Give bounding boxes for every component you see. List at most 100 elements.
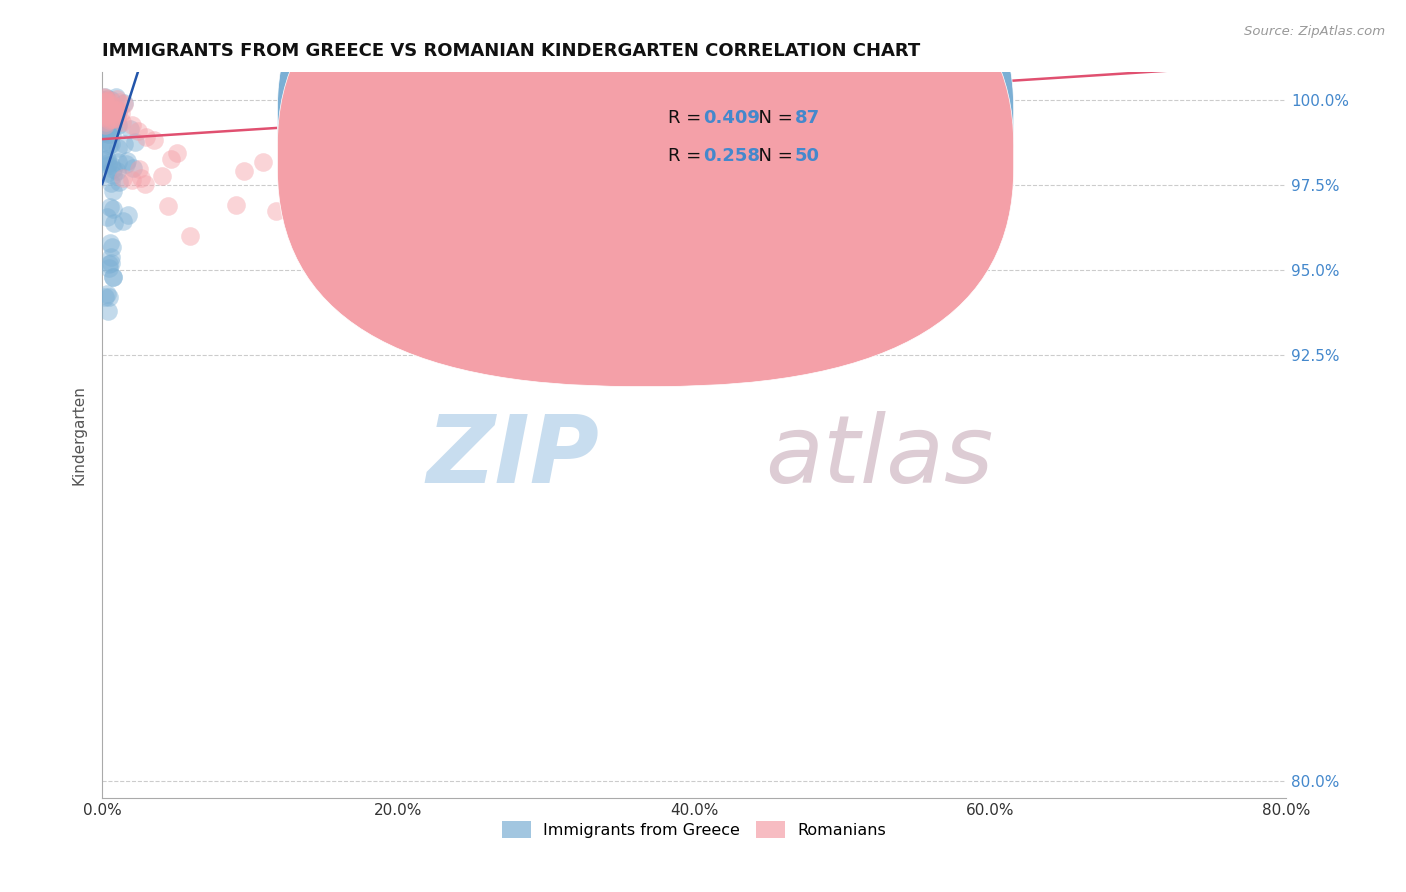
Point [97,100,120,114]
Point [107,105,129,120]
Point [96,211,118,225]
Point [100,256,122,270]
Point [91,117,114,131]
Point [93,125,115,139]
Point [96,120,118,135]
Point [98,257,121,271]
Point [96,95,118,109]
Text: 0.258: 0.258 [703,147,761,165]
Point [107,103,129,118]
Point [233,164,256,178]
Point [91,95,114,109]
Point [93,112,115,127]
Point [96,115,118,129]
Point [91,126,114,140]
Point [96,116,118,130]
Text: N =: N = [748,147,799,165]
Point [101,127,124,141]
Point [91,105,114,120]
Point [97,158,120,172]
Point [166,145,188,160]
Point [156,199,179,213]
Point [103,161,125,176]
Point [127,124,149,138]
Point [97,138,120,153]
Point [91,95,114,110]
Point [91,94,114,108]
Point [134,177,156,191]
Point [100,112,122,127]
FancyBboxPatch shape [277,0,1014,386]
Point [93,95,115,110]
Point [252,155,274,169]
Point [364,211,387,226]
Point [91,104,114,119]
Point [121,119,143,133]
Point [979,96,1001,111]
Point [111,115,134,129]
Point [101,116,124,130]
Point [110,106,132,120]
Point [93,111,115,125]
Point [98,200,121,214]
Point [97,106,120,120]
Point [91,112,114,127]
Point [115,153,138,168]
Point [101,240,124,254]
Point [96,152,118,166]
Point [100,137,122,152]
Point [159,152,181,166]
Point [112,97,135,112]
Point [94,123,117,137]
Point [150,169,173,183]
Point [97,93,120,107]
Point [97,303,120,318]
Point [101,103,124,117]
Point [98,290,121,304]
Text: ZIP: ZIP [426,411,599,503]
Point [124,135,146,149]
Text: 0.409: 0.409 [703,109,761,128]
Point [93,91,115,105]
Point [112,96,135,111]
Point [96,124,118,138]
Point [100,114,122,128]
Point [98,113,121,128]
Point [100,93,122,107]
Point [96,166,118,180]
Text: atlas: atlas [765,411,994,502]
Text: Source: ZipAtlas.com: Source: ZipAtlas.com [1244,25,1385,38]
Point [94,119,117,133]
Point [98,112,121,126]
Point [91,135,114,149]
Point [94,120,117,134]
Point [103,99,125,113]
Point [93,96,115,111]
Point [96,122,118,136]
Point [118,121,141,136]
Point [94,290,117,304]
Point [117,208,139,222]
Point [93,153,115,168]
Point [105,163,128,178]
Point [100,177,122,191]
Point [107,103,129,117]
Point [98,119,121,133]
FancyBboxPatch shape [623,98,883,181]
Point [101,184,124,198]
Point [107,119,129,133]
Point [264,203,287,218]
Point [101,114,124,128]
Point [94,90,117,104]
Point [179,228,201,243]
Point [107,154,129,169]
Point [143,133,166,147]
Point [97,260,120,275]
Point [105,92,128,106]
Point [654,96,676,111]
Text: 50: 50 [794,147,820,165]
Text: IMMIGRANTS FROM GREECE VS ROMANIAN KINDERGARTEN CORRELATION CHART: IMMIGRANTS FROM GREECE VS ROMANIAN KINDE… [103,42,921,60]
Point [98,127,121,141]
Point [101,111,124,125]
Point [104,107,127,121]
